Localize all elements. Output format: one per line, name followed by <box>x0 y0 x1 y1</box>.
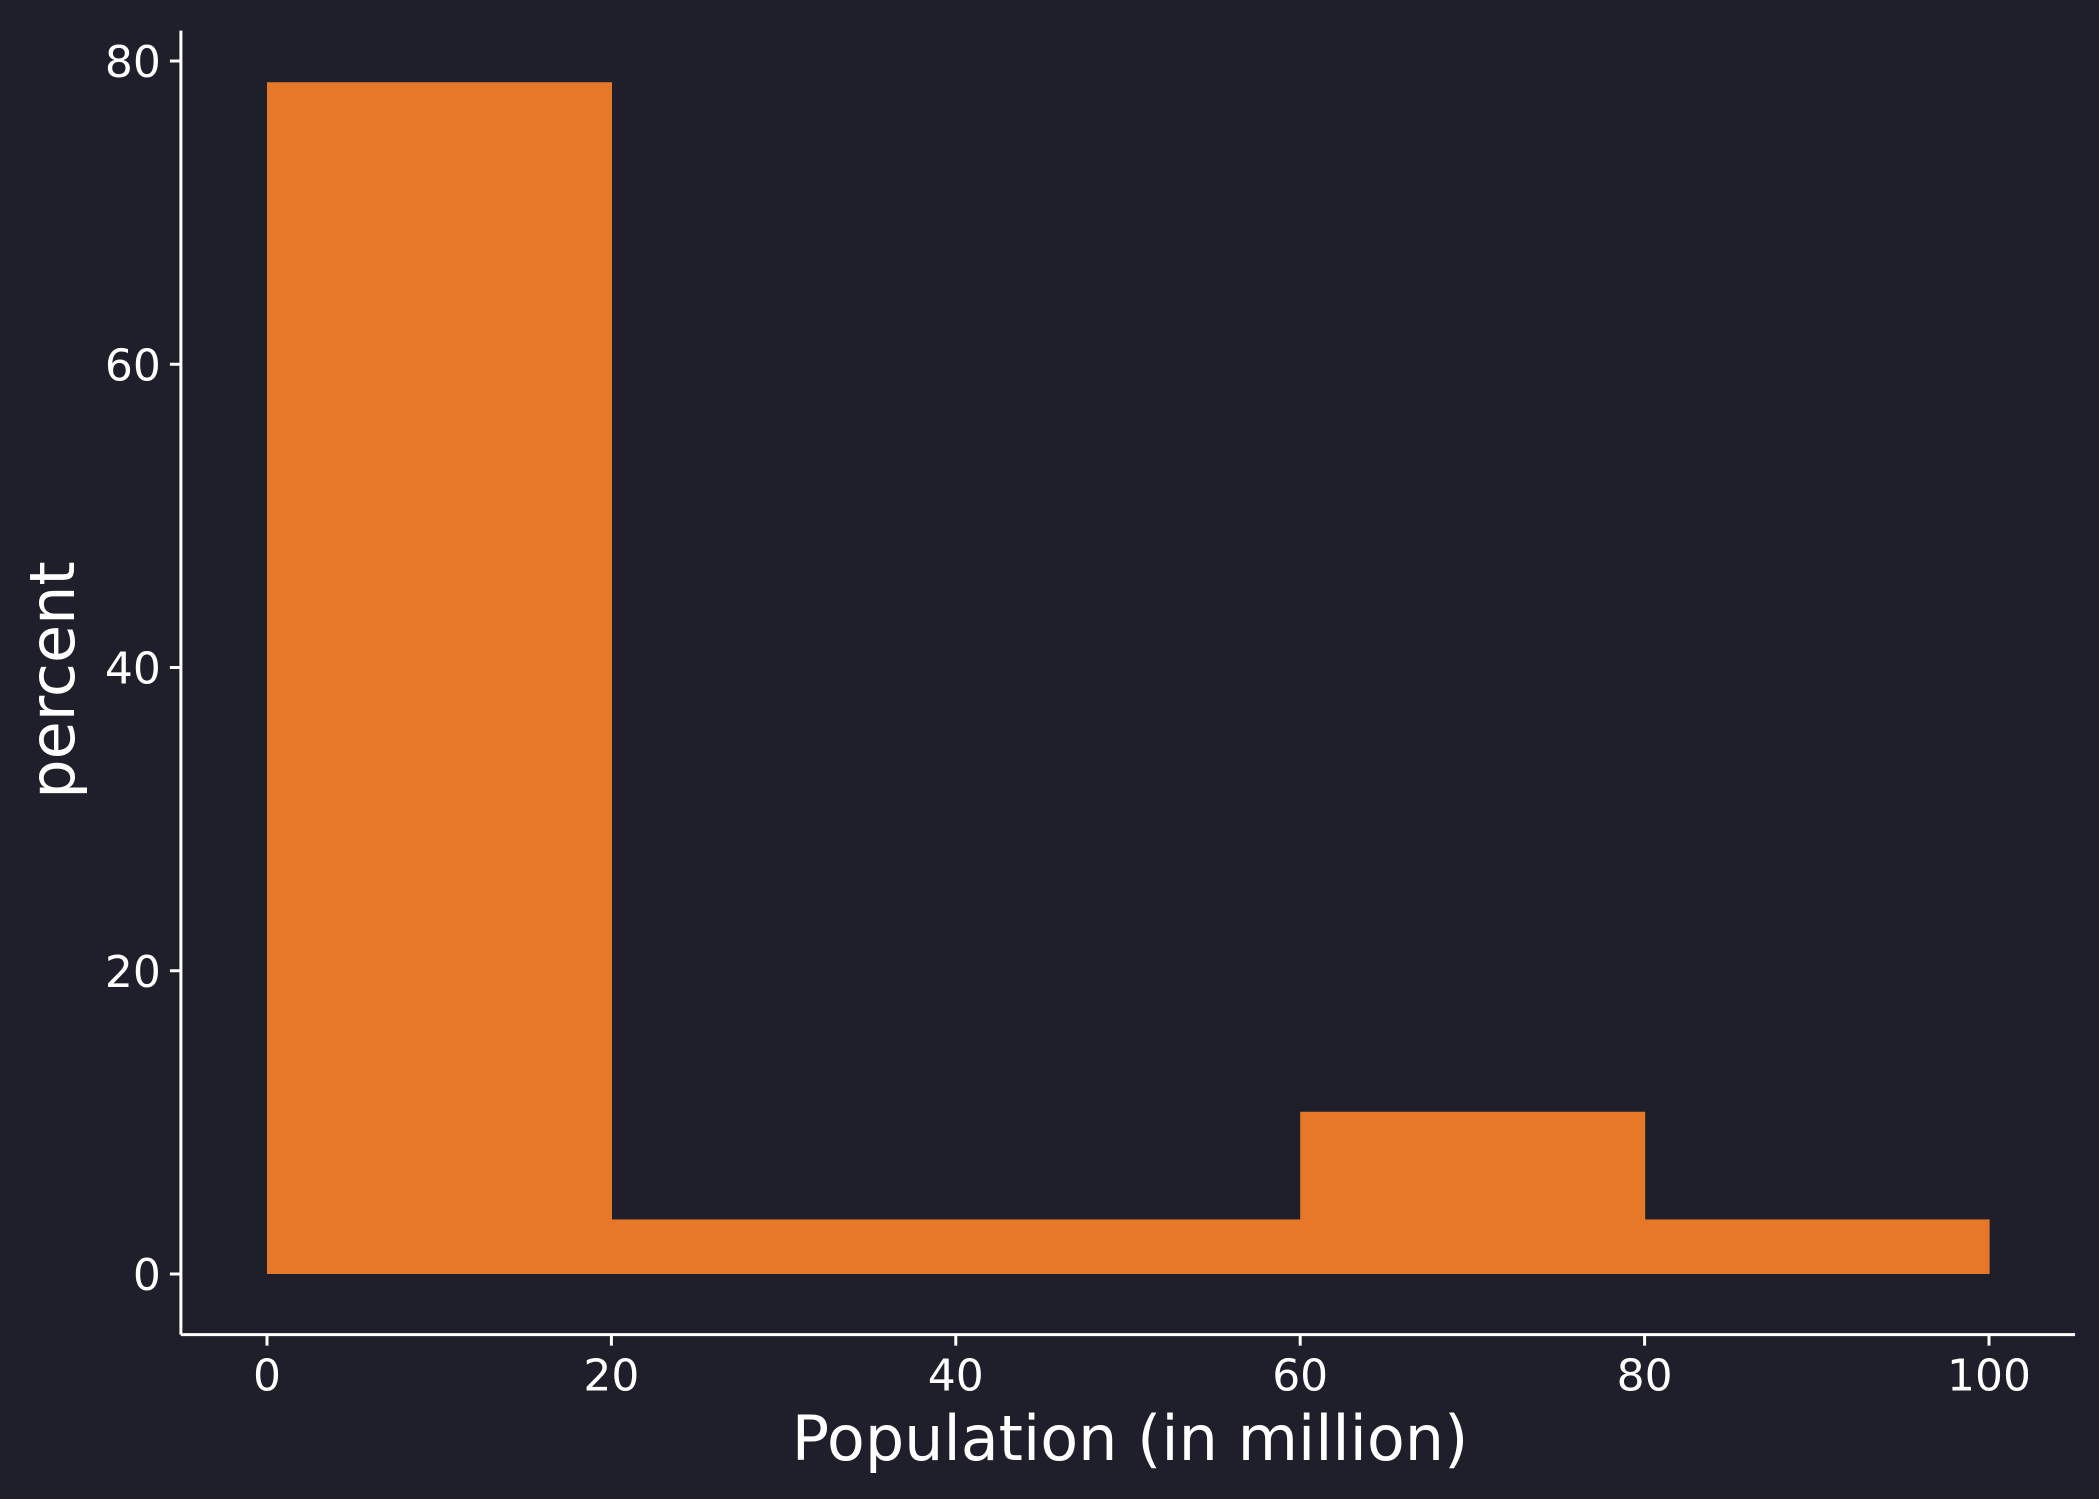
x-tick-label-80: 80 <box>1617 1351 1673 1402</box>
y-tick-label-0: 0 <box>133 1250 161 1301</box>
y-tick-label-80: 80 <box>105 37 161 88</box>
histogram-bar-2 <box>955 1219 1301 1274</box>
x-ticks-group: 0 20 40 60 80 100 <box>253 1334 2031 1402</box>
x-tick-label-20: 20 <box>583 1351 639 1402</box>
x-tick-label-40: 40 <box>928 1351 984 1402</box>
bars-group <box>267 82 1990 1274</box>
x-tick-label-100: 100 <box>1947 1351 2031 1402</box>
y-tick-label-20: 20 <box>105 947 161 998</box>
y-tick-label-60: 60 <box>105 340 161 391</box>
x-tick-label-60: 60 <box>1272 1351 1328 1402</box>
x-axis-title: Population (in million) <box>792 1402 1469 1475</box>
histogram-bar-0 <box>267 82 612 1274</box>
histogram-bar-3 <box>1300 1111 1646 1274</box>
axes-group <box>179 30 2076 1337</box>
x-tick-label-0: 0 <box>253 1351 281 1402</box>
y-axis-title: percent <box>16 561 89 798</box>
histogram-bar-4 <box>1644 1219 1990 1274</box>
y-ticks-group: 0 20 40 60 80 <box>105 37 181 1301</box>
y-tick-label-40: 40 <box>105 644 161 695</box>
histogram-bar-1 <box>611 1219 957 1274</box>
